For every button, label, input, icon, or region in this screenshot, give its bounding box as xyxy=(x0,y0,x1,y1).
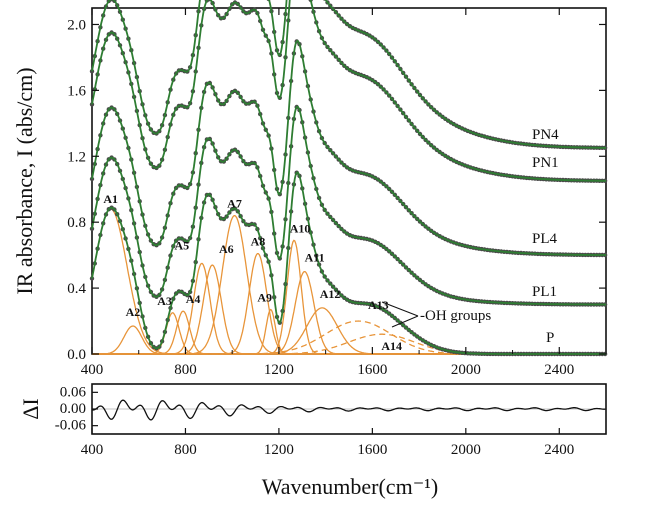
label-a5: A5 xyxy=(174,238,189,252)
x-tick-label: 800 xyxy=(174,362,197,378)
main-axis-ticks: 400 800 1200 1600 2000 2400 0.0 0.4 0.8 1.2 1.6 2.0 xyxy=(67,8,607,378)
label-a14: A14 xyxy=(381,339,402,353)
label-a7: A7 xyxy=(227,197,242,211)
series-label-pl4: PL4 xyxy=(532,231,558,247)
res-x-tick-label: 1200 xyxy=(264,442,294,458)
main-y-axis-label: IR absorbance, I (abs/cm) xyxy=(12,67,37,294)
res-x-tick-label: 800 xyxy=(174,442,197,458)
label-a12: A12 xyxy=(320,287,341,301)
res-x-tick-label: 1600 xyxy=(357,442,387,458)
res-y-tick-label: 0.06 xyxy=(60,384,87,400)
series-label-pl1: PL1 xyxy=(532,284,557,300)
label-a2: A2 xyxy=(126,305,141,319)
label-a8: A8 xyxy=(251,235,266,249)
main-plot: 400 800 1200 1600 2000 2400 0.0 0.4 0.8 1.2 1.6 2.0… xyxy=(12,0,608,378)
y-tick-label: 0.4 xyxy=(67,281,86,297)
series-p xyxy=(89,170,608,357)
gaussian-components xyxy=(91,208,606,355)
series-pn4 xyxy=(89,0,608,150)
oh-annotation: -OH groups xyxy=(381,301,491,328)
fit-line-pn1 xyxy=(91,0,606,182)
label-a10: A10 xyxy=(290,221,311,235)
label-a6: A6 xyxy=(219,242,234,256)
label-a11: A11 xyxy=(305,251,325,265)
series-label-pn4: PN4 xyxy=(532,127,559,143)
component-a1 xyxy=(91,208,606,355)
y-tick-label: 2.0 xyxy=(67,17,86,33)
series-pl1 xyxy=(89,104,608,307)
y-tick-label: 1.2 xyxy=(67,149,86,165)
x-tick-label: 2000 xyxy=(451,362,481,378)
res-x-tick-label: 400 xyxy=(81,442,104,458)
series-labels: P PL1 PL4 PN1 PN4 xyxy=(532,127,559,346)
x-tick-label: 2400 xyxy=(544,362,574,378)
residual-y-axis-label: ΔI xyxy=(18,398,43,419)
res-y-tick-label: 0.00 xyxy=(60,401,86,417)
x-tick-label: 1200 xyxy=(264,362,294,378)
y-tick-label: 0.8 xyxy=(67,215,86,231)
x-tick-label: 1600 xyxy=(357,362,387,378)
series-label-p: P xyxy=(546,330,554,346)
res-x-tick-label: 2000 xyxy=(451,442,481,458)
fit-line-p xyxy=(91,171,606,355)
label-a1: A1 xyxy=(103,192,118,206)
label-a13: A13 xyxy=(368,298,389,312)
x-tick-label: 400 xyxy=(81,362,104,378)
label-a9: A9 xyxy=(257,291,272,305)
fit-line-pl4 xyxy=(91,39,606,256)
oh-pointer-a14 xyxy=(391,315,419,328)
fit-line-pn4 xyxy=(91,0,606,149)
label-a4: A4 xyxy=(186,292,201,306)
series-pn1 xyxy=(89,0,608,183)
oh-pointer-a13 xyxy=(381,301,419,317)
fit-line-pl1 xyxy=(91,105,606,306)
y-tick-label: 1.6 xyxy=(67,83,86,99)
x-axis-label: Wavenumber(cm⁻¹) xyxy=(262,474,438,499)
series-pl4 xyxy=(89,39,608,258)
y-tick-label: 0.0 xyxy=(67,347,86,363)
residual-axis-ticks: 400 800 1200 1600 2000 2400 0.060.00-0.06 xyxy=(55,384,575,458)
component-labels: A1 A2 A3 A4 A5 A6 A7 A8 A9 A10 A11 A12 A13 A14 xyxy=(103,192,402,353)
residual-line xyxy=(91,399,606,421)
oh-groups-label: -OH groups xyxy=(420,308,491,324)
label-a3: A3 xyxy=(157,294,172,308)
res-x-tick-label: 2400 xyxy=(544,442,574,458)
residual-series xyxy=(91,399,606,421)
res-y-tick-label: -0.06 xyxy=(55,418,87,434)
residual-plot: 400 800 1200 1600 2000 2400 0.060.00-0.06 ΔI xyxy=(18,383,607,458)
series-label-pn1: PN1 xyxy=(532,155,559,171)
spectra-series xyxy=(89,0,608,357)
